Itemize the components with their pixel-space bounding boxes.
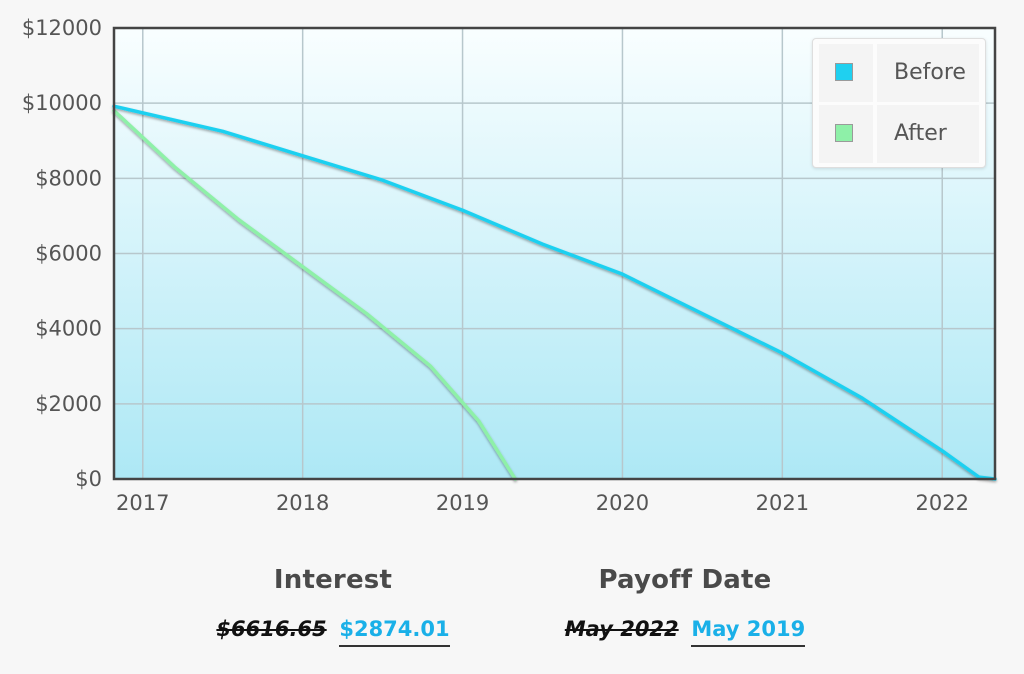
- y-tick-label: $6000: [35, 242, 102, 266]
- legend-item-after[interactable]: After: [819, 105, 979, 163]
- x-tick-label: 2020: [596, 491, 649, 515]
- legend-swatch-before: [835, 63, 853, 81]
- payoff-summary: Payoff Date May 2022 May 2019: [520, 565, 850, 647]
- legend-label-after: After: [894, 121, 947, 146]
- y-tick-label: $12000: [22, 16, 102, 40]
- y-tick-label: $10000: [22, 91, 102, 115]
- legend-swatch-after: [835, 124, 853, 142]
- y-tick-label: $0: [75, 467, 102, 491]
- interest-old-value: $6616.65: [216, 617, 327, 641]
- payoff-old-value: May 2022: [564, 617, 679, 641]
- legend-label-before: Before: [894, 60, 966, 85]
- legend-item-before[interactable]: Before: [819, 44, 979, 102]
- y-tick-label: $4000: [35, 317, 102, 341]
- series-line-after: [112, 108, 518, 481]
- x-tick-label: 2021: [756, 491, 809, 515]
- y-tick-label: $8000: [35, 166, 102, 190]
- interest-summary: Interest $6616.65 $2874.01: [170, 565, 496, 647]
- interest-title: Interest: [273, 565, 393, 595]
- interest-new-value: $2874.01: [339, 617, 450, 647]
- y-tick-label: $2000: [35, 392, 102, 416]
- payoff-new-value: May 2019: [691, 617, 806, 647]
- legend: Before After: [812, 38, 986, 168]
- x-tick-label: 2017: [116, 491, 169, 515]
- x-tick-label: 2022: [916, 491, 969, 515]
- plot-frame: [112, 26, 997, 481]
- x-tick-label: 2018: [276, 491, 329, 515]
- series-line-before: [112, 104, 997, 481]
- payoff-title: Payoff Date: [598, 565, 772, 595]
- x-tick-label: 2019: [436, 491, 489, 515]
